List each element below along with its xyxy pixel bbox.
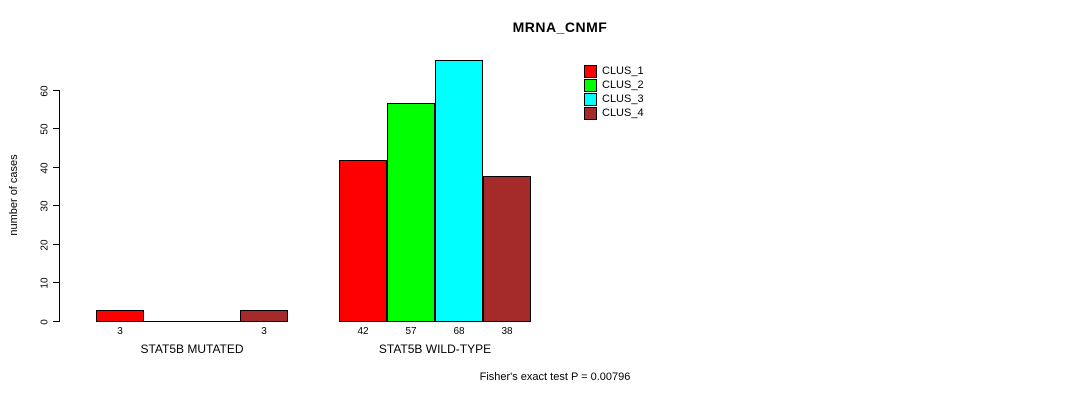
legend-item: CLUS_2 (584, 79, 644, 92)
legend-label: CLUS_2 (602, 79, 644, 91)
bar-clus_4-group2 (483, 176, 531, 322)
legend: CLUS_1 CLUS_2 CLUS_3 CLUS_4 (584, 65, 644, 121)
y-tick-mark (53, 205, 60, 206)
bar-clus_1-group1 (96, 310, 144, 322)
bar-clus_3-group2 (435, 60, 483, 322)
y-tick-label: 0 (39, 318, 51, 325)
bar-clus_2-group2 (387, 103, 435, 322)
legend-swatch-icon (584, 107, 597, 120)
y-tick-label: 20 (39, 238, 51, 251)
category-label: STAT5B WILD-TYPE (378, 342, 492, 356)
legend-label: CLUS_4 (602, 107, 644, 119)
legend-item: CLUS_1 (584, 65, 644, 78)
chart-title: MRNA_CNMF (512, 19, 608, 35)
bar-clus_1-group2 (339, 160, 387, 322)
y-tick-mark (53, 90, 60, 91)
legend-label: CLUS_3 (602, 93, 644, 105)
bar-value-label: 3 (261, 326, 267, 337)
category-label: STAT5B MUTATED (140, 342, 244, 356)
legend-swatch-icon (584, 65, 597, 78)
y-tick-mark (53, 167, 60, 168)
bar-value-label: 42 (357, 326, 369, 337)
y-tick-mark (53, 282, 60, 283)
y-tick-label: 10 (39, 276, 51, 289)
legend-item: CLUS_3 (584, 93, 644, 106)
y-tick-mark (53, 244, 60, 245)
y-axis-line (59, 91, 60, 322)
bar-value-label: 38 (501, 326, 513, 337)
legend-swatch-icon (584, 93, 597, 106)
bar-clus_4-group1 (240, 310, 288, 322)
y-axis-label: number of cases (8, 154, 20, 236)
bar-value-label: 68 (453, 326, 465, 337)
bar-value-label: 3 (117, 326, 123, 337)
legend-item: CLUS_4 (584, 107, 644, 120)
y-tick-label: 30 (39, 199, 51, 212)
legend-swatch-icon (584, 79, 597, 92)
y-tick-mark (53, 128, 60, 129)
statistical-test-annotation: Fisher's exact test P = 0.00796 (479, 371, 631, 383)
bar-clus_2-group1 (144, 321, 192, 322)
y-tick-label: 40 (39, 161, 51, 174)
bar-value-label: 57 (405, 326, 417, 337)
y-tick-label: 60 (39, 84, 51, 97)
y-tick-mark (53, 321, 60, 322)
legend-label: CLUS_1 (602, 65, 644, 77)
y-tick-label: 50 (39, 122, 51, 135)
bar-clus_3-group1 (192, 321, 240, 322)
